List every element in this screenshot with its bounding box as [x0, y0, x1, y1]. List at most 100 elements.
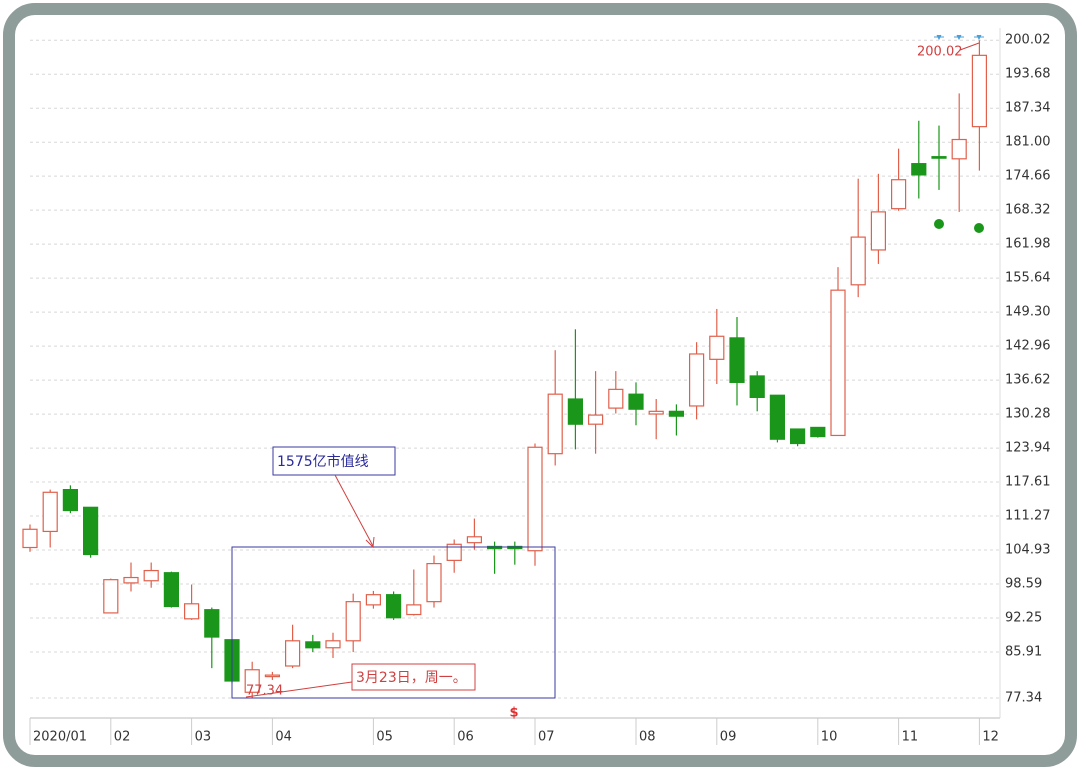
candle: [466, 518, 482, 550]
candle: [507, 541, 523, 565]
x-tick-label: 11: [902, 730, 919, 745]
star: [974, 34, 984, 41]
candle-body: [446, 543, 462, 561]
candle-body: [123, 576, 139, 584]
candle-body: [810, 426, 826, 438]
y-tick-label: 142.96: [1005, 339, 1051, 354]
candle: [406, 569, 422, 616]
y-tick-label: 77.34: [1005, 690, 1042, 705]
x-tick-label: 10: [821, 730, 838, 745]
candle-body: [587, 414, 604, 425]
candle: [971, 40, 988, 171]
candle: [426, 555, 442, 608]
candle-body: [62, 489, 79, 512]
candle: [608, 371, 624, 414]
candle-body: [830, 289, 846, 437]
candle: [325, 632, 341, 658]
candle: [749, 371, 765, 412]
note-box: [272, 446, 396, 476]
y-tick-label: 98.59: [1005, 577, 1042, 592]
y-tick-label: 85.91: [1005, 645, 1042, 660]
candle-body: [688, 353, 705, 407]
note-arrow: [334, 474, 374, 547]
highlight-box: [231, 546, 556, 699]
candle-body: [204, 609, 220, 638]
candle: [628, 382, 644, 426]
candle: [567, 329, 584, 450]
signal-dot: [934, 219, 944, 229]
candle: [204, 607, 220, 669]
candle-body: [547, 393, 563, 455]
y-tick-label: 123.94: [1005, 441, 1051, 456]
candle: [668, 404, 685, 436]
star-icons: [934, 34, 984, 41]
y-tick-label: 168.32: [1005, 203, 1051, 218]
signal-dot: [974, 223, 984, 233]
max-line: [959, 42, 980, 51]
x-tick-label: 04: [275, 730, 292, 745]
candle-body: [22, 528, 38, 549]
y-tick-label: 149.30: [1005, 305, 1051, 320]
candle-body: [527, 446, 543, 552]
candle-body: [184, 603, 200, 620]
candle: [285, 624, 301, 669]
y-tick-label: 181.00: [1005, 135, 1051, 150]
candle: [184, 584, 200, 620]
y-tick-label: 174.66: [1005, 169, 1051, 184]
candle: [648, 399, 664, 440]
candle: [830, 267, 846, 437]
candle-body: [769, 394, 786, 440]
candle-body: [911, 163, 927, 176]
date-text: 3月23日，周一。: [356, 670, 467, 686]
candle-body: [971, 54, 988, 128]
y-tick-label: 130.28: [1005, 407, 1051, 422]
candle-body: [487, 545, 503, 550]
y-tick-label: 117.61: [1005, 475, 1051, 490]
y-tick-label: 92.25: [1005, 611, 1042, 626]
candle-body: [103, 579, 119, 614]
candle-body: [709, 335, 725, 360]
x-tick-label: 08: [639, 730, 656, 745]
candle: [103, 578, 119, 614]
candle: [305, 634, 321, 653]
candle: [769, 394, 786, 443]
candle-body: [951, 138, 967, 160]
candle-body: [668, 410, 685, 417]
marker: $: [509, 706, 518, 721]
y-tick-label: 155.64: [1005, 271, 1051, 286]
candle: [42, 489, 58, 548]
candle-body: [244, 669, 260, 693]
candle-body: [426, 562, 442, 603]
candle: [163, 571, 179, 608]
candle: [688, 342, 705, 420]
candle: [143, 562, 159, 588]
candle: [850, 178, 866, 298]
candle: [931, 125, 947, 190]
plot-area: [22, 39, 1000, 699]
y-tick-label: 136.62: [1005, 373, 1051, 388]
candle: [62, 485, 79, 514]
candle: [709, 308, 725, 384]
candle: [244, 661, 260, 698]
star: [954, 34, 964, 41]
candle-body: [42, 491, 58, 533]
y-tick-label: 187.34: [1005, 101, 1051, 116]
candle-body: [143, 569, 159, 582]
candle-body: [789, 428, 806, 445]
candle-body: [890, 179, 907, 210]
y-tick-label: 200.02: [1005, 33, 1051, 48]
candle: [365, 590, 381, 609]
candle-body: [264, 674, 280, 678]
max-label: 200.02: [917, 45, 963, 60]
note-text: 1575亿市值线: [277, 453, 369, 470]
candle: [789, 428, 806, 447]
candle-body: [285, 640, 301, 667]
candle-body: [628, 393, 644, 410]
candle: [870, 173, 887, 264]
candle-body: [567, 398, 584, 425]
candle-body: [608, 388, 624, 409]
date-line: [245, 681, 353, 698]
candle-body: [82, 506, 99, 556]
